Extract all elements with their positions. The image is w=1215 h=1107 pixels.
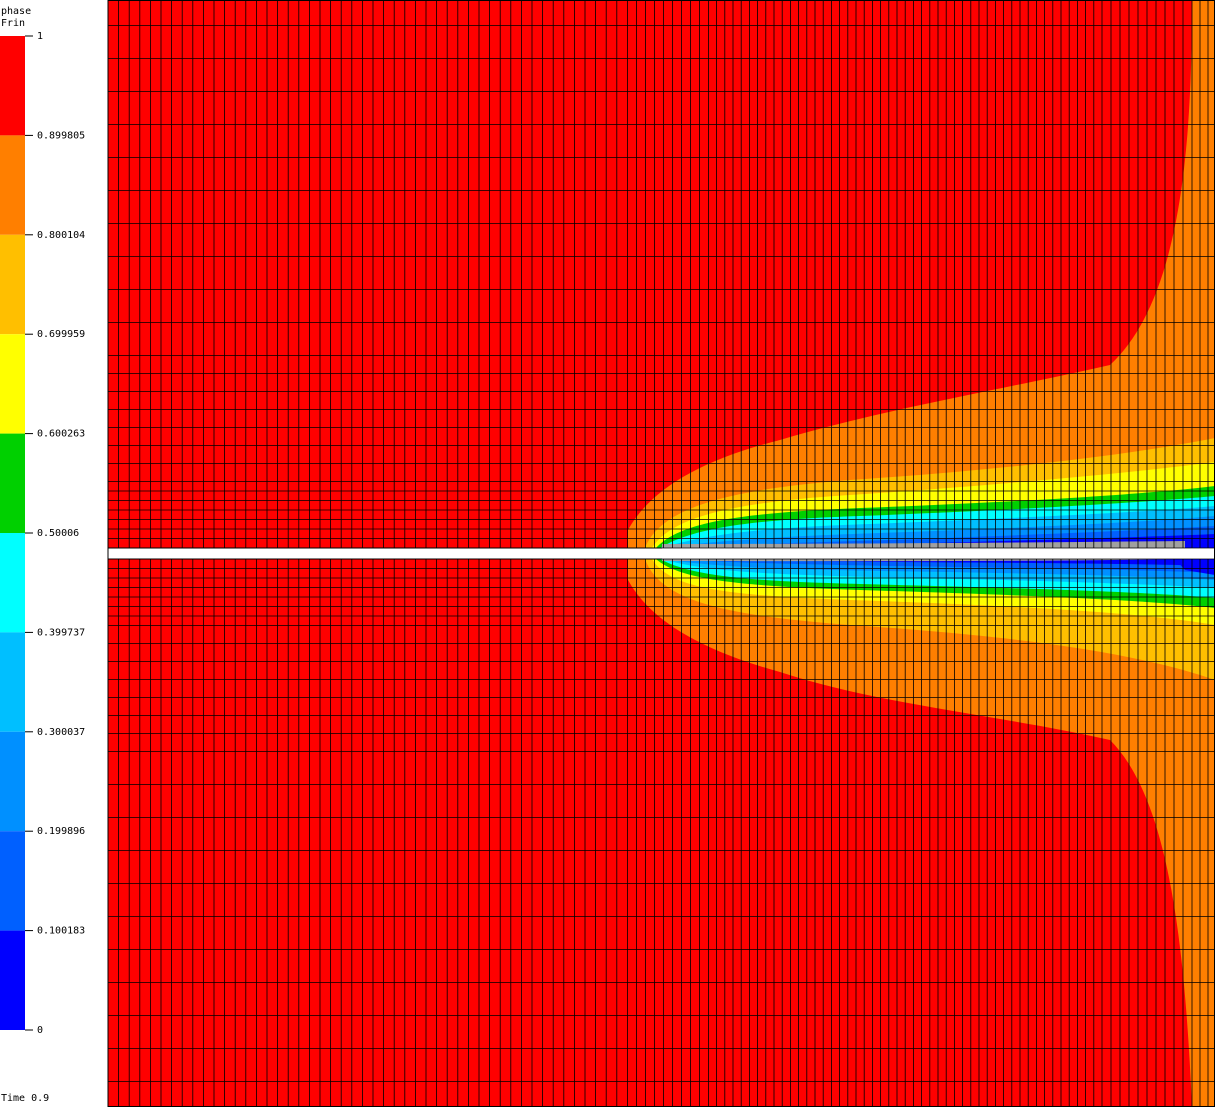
time-label: Time 0.9: [1, 1093, 49, 1104]
colorbar-band: [0, 731, 25, 832]
blue-tip-lower: [1175, 559, 1215, 575]
colorbar-tick-label: 1: [37, 31, 43, 42]
colorbar-tick-label: 0.699959: [37, 329, 85, 340]
colorbar-band: [0, 36, 25, 136]
lower-half: [107, 558, 1215, 1107]
field-region: [107, 0, 1215, 1107]
colorbar-tick-label: 0.199896: [37, 826, 85, 837]
upper-half: [107, 0, 1215, 549]
colorbar-tick-label: 0.899805: [37, 130, 85, 141]
colorbar-title-line2: Frin: [1, 18, 25, 29]
contour-0.9-lower: [628, 559, 1215, 1107]
colorbar-band: [0, 831, 25, 931]
contour-0.9-upper: [628, 0, 1215, 548]
colorbar-tick-label: 0.300037: [37, 727, 85, 738]
mesh-lower: [107, 558, 1215, 1107]
colorbar-band: [0, 632, 25, 732]
colorbar-band: [0, 533, 25, 633]
colorbar-band: [0, 930, 25, 1030]
colorbar-band: [0, 135, 25, 235]
colorbar-tick-label: 0.800104: [37, 230, 85, 241]
colorbar: 1 0.899805 0.800104 0.699959 0.600263 0.50006…: [0, 31, 85, 1036]
crack-fill-upper: [662, 541, 1185, 548]
colorbar-tick-label: 0.600263: [37, 429, 85, 440]
crack-fill-lower: [662, 559, 1185, 562]
colorbar-band: [0, 433, 25, 533]
colorbar-tick-label: 0: [37, 1025, 43, 1036]
colorbar-title-line1: phase: [1, 6, 31, 17]
crack-notch: [108, 548, 662, 559]
colorbar-tick-label: 0.100183: [37, 926, 85, 937]
colorbar-tick-label: 0.50006: [37, 528, 79, 539]
colorbar-tick-label: 0.399737: [37, 627, 85, 638]
colorbar-band: [0, 334, 25, 434]
colorbar-band: [0, 234, 25, 335]
